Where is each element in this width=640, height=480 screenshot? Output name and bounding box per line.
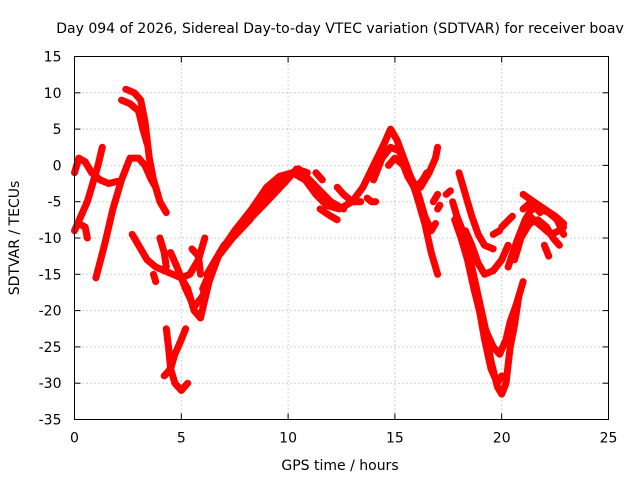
- series-arc-32: [461, 227, 512, 278]
- plus-markers: [364, 195, 379, 205]
- y-tick-label: -20: [39, 304, 62, 320]
- x-tick-label: 5: [177, 431, 186, 447]
- series-arc-39: [519, 198, 544, 217]
- y-tick-label: 10: [44, 86, 62, 102]
- y-tick-label: 5: [53, 122, 62, 138]
- plus-markers: [456, 169, 497, 252]
- y-tick-label: -15: [39, 267, 62, 283]
- series-arc-30: [451, 216, 527, 358]
- plus-markers: [75, 220, 91, 241]
- series-arc-24: [408, 176, 439, 235]
- plus-markers: [520, 198, 544, 216]
- chart-title: Day 094 of 2026, Sidereal Day-to-day VTE…: [56, 21, 624, 37]
- y-tick-label: -10: [39, 231, 62, 247]
- series-arc-19: [316, 205, 341, 224]
- series-arc-6: [118, 96, 151, 148]
- plus-markers: [490, 227, 503, 238]
- y-tick-label: 0: [53, 158, 62, 174]
- series-arc-34: [498, 212, 516, 231]
- plus-markers: [334, 184, 364, 205]
- plus-markers: [92, 155, 170, 281]
- plus-markers: [203, 166, 311, 278]
- x-tick-label: 25: [600, 431, 618, 447]
- series-arc-13: [177, 274, 204, 322]
- plus-markers: [409, 176, 439, 234]
- series-arc-7: [128, 230, 209, 282]
- plus-markers: [189, 245, 204, 278]
- plus-markers: [150, 271, 159, 285]
- series-trace: [203, 165, 311, 278]
- series-arc-27: [442, 187, 454, 198]
- plus-markers: [451, 216, 527, 358]
- grid: [74, 56, 609, 420]
- y-tick-label: -30: [39, 376, 62, 392]
- axes: 0 5 10 15 20 25 15 10 5 0 -5 -10 -15 -20 -25 -30 -35: [39, 50, 618, 447]
- series-arc-21: [363, 194, 380, 206]
- plus-markers: [312, 169, 326, 183]
- plus-markers: [498, 213, 516, 231]
- series-arc-20: [333, 183, 365, 206]
- plus-markers: [462, 227, 512, 278]
- y-axis-label: SDTVAR / TECUs: [7, 181, 23, 296]
- series-arc-9: [156, 234, 170, 271]
- plus-markers: [156, 235, 170, 270]
- y-tick-label: -25: [39, 340, 62, 356]
- data-series: [71, 85, 568, 398]
- x-tick-label: 10: [279, 431, 297, 447]
- series-arc-16: [199, 165, 348, 293]
- series-arc-40: [540, 241, 553, 260]
- plus-markers: [118, 97, 151, 147]
- plus-markers: [443, 187, 454, 198]
- plus-markers: [434, 202, 443, 212]
- plus-markers: [526, 213, 567, 238]
- series-arc-18: [312, 169, 326, 184]
- y-tick-label: 15: [44, 50, 62, 66]
- series-arc-33: [489, 227, 504, 238]
- plus-markers: [430, 191, 441, 205]
- series-arc-25: [429, 190, 442, 206]
- series-arc-38: [526, 212, 568, 238]
- plot-frame: [74, 56, 609, 420]
- series-arc-3: [75, 220, 91, 242]
- plus-markers: [161, 325, 189, 379]
- series-trace: [429, 190, 442, 206]
- plus-markers: [317, 206, 341, 223]
- series-arc-17: [203, 165, 311, 278]
- plus-markers: [178, 274, 204, 321]
- series-arc-11: [160, 325, 190, 380]
- plus-markers: [541, 242, 552, 260]
- x-tick-label: 20: [493, 431, 511, 447]
- x-axis-label: GPS time / hours: [281, 458, 398, 474]
- series-arc-4: [92, 154, 170, 282]
- y-tick-label: -35: [39, 413, 62, 429]
- x-tick-label: 15: [386, 431, 404, 447]
- series-arc-31: [455, 169, 497, 253]
- series-arc-8: [150, 270, 160, 286]
- series-arc-1: [71, 154, 121, 187]
- series-arc-14: [188, 245, 204, 278]
- y-tick-label: -5: [48, 195, 62, 211]
- x-tick-label: 0: [70, 431, 79, 447]
- series-arc-26: [434, 201, 444, 213]
